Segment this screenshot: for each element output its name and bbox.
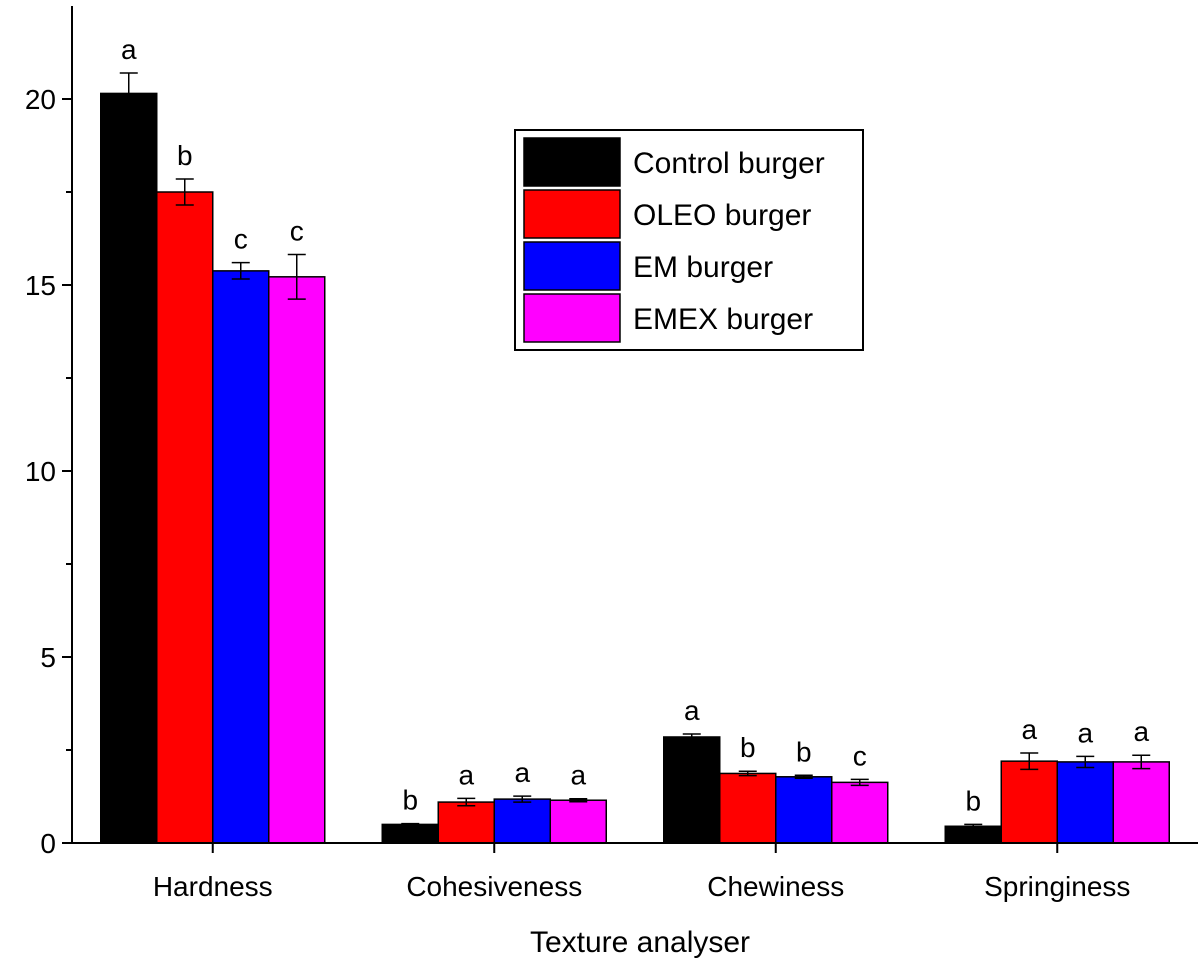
legend-label: EMEX burger xyxy=(633,303,813,336)
legend: Control burger OLEO burger EM burger EMEX b… xyxy=(514,129,864,351)
error-bars-layer xyxy=(119,72,1151,829)
significance-letter: b xyxy=(177,140,193,171)
error-bar xyxy=(794,774,813,780)
significance-letter: a xyxy=(684,695,700,726)
significance-letter: b xyxy=(402,785,418,816)
bar-springiness-oleo-burger xyxy=(1000,760,1058,844)
significance-letters-layer: a b c c b a a a a b b c b a a a xyxy=(121,34,1150,816)
x-tick-label: Cohesiveness xyxy=(406,871,582,902)
legend-swatch-emex-burger xyxy=(523,293,621,343)
significance-letter: a xyxy=(570,760,586,791)
error-bar xyxy=(1020,752,1039,771)
bar-cohesiveness-emex-burger xyxy=(549,799,607,844)
significance-letter: c xyxy=(853,740,867,771)
significance-letter: a xyxy=(1133,716,1149,747)
y-tick-label: 0 xyxy=(40,828,56,859)
bar-chewiness-control-burger xyxy=(663,736,721,844)
bar-hardness-oleo-burger xyxy=(156,191,214,844)
error-bar xyxy=(964,823,983,829)
bar-hardness-emex-burger xyxy=(268,276,326,844)
y-ticks-layer: 0 5 10 15 20 xyxy=(25,84,72,859)
significance-letter: c xyxy=(290,215,304,246)
x-tick-label: Hardness xyxy=(153,871,273,902)
error-bar xyxy=(287,253,306,300)
significance-letter: a xyxy=(514,757,530,788)
significance-letter: b xyxy=(796,736,812,767)
significance-letter: a xyxy=(121,34,137,65)
bar-chewiness-oleo-burger xyxy=(719,772,777,844)
bar-cohesiveness-oleo-burger xyxy=(437,801,495,844)
bar-chewiness-emex-burger xyxy=(831,781,889,844)
x-tick-label: Chewiness xyxy=(707,871,844,902)
significance-letter: a xyxy=(1021,714,1037,745)
error-bar xyxy=(119,72,138,115)
significance-letter: c xyxy=(234,224,248,255)
legend-label: Control burger xyxy=(633,147,825,180)
y-tick-label: 5 xyxy=(40,642,56,673)
x-ticks-layer: Hardness Cohesiveness Chewiness Springiness xyxy=(153,843,1130,902)
significance-letter: b xyxy=(965,785,981,816)
y-tick-label: 10 xyxy=(25,456,56,487)
error-bar xyxy=(569,797,588,803)
y-tick-label: 20 xyxy=(25,84,56,115)
legend-label: OLEO burger xyxy=(633,199,811,232)
bar-chewiness-em-burger xyxy=(775,776,833,844)
legend-label: EM burger xyxy=(633,251,773,284)
significance-letter: a xyxy=(458,759,474,790)
x-tick-label: Springiness xyxy=(984,871,1130,902)
error-bar xyxy=(738,770,757,777)
error-bar xyxy=(513,795,532,803)
error-bar xyxy=(682,733,701,741)
error-bar xyxy=(850,778,869,787)
bar-cohesiveness-control-burger xyxy=(381,823,439,844)
error-bar xyxy=(175,178,194,206)
error-bar xyxy=(401,822,420,826)
legend-swatch-control-burger xyxy=(523,137,621,187)
legend-swatch-em-burger xyxy=(523,241,621,291)
bar-springiness-em-burger xyxy=(1056,761,1114,844)
bar-hardness-em-burger xyxy=(212,270,270,844)
error-bar xyxy=(1076,755,1095,769)
y-tick-label: 15 xyxy=(25,270,56,301)
significance-letter: a xyxy=(1077,717,1093,748)
error-bar xyxy=(231,261,250,280)
legend-swatch-oleo-burger xyxy=(523,189,621,239)
error-bar xyxy=(1132,754,1151,770)
x-axis-title: Texture analyser xyxy=(530,926,750,959)
bar-springiness-emex-burger xyxy=(1112,761,1170,844)
error-bar xyxy=(457,797,476,807)
bar-hardness-control-burger xyxy=(100,92,158,844)
bar-cohesiveness-em-burger xyxy=(493,798,551,844)
significance-letter: b xyxy=(740,732,756,763)
